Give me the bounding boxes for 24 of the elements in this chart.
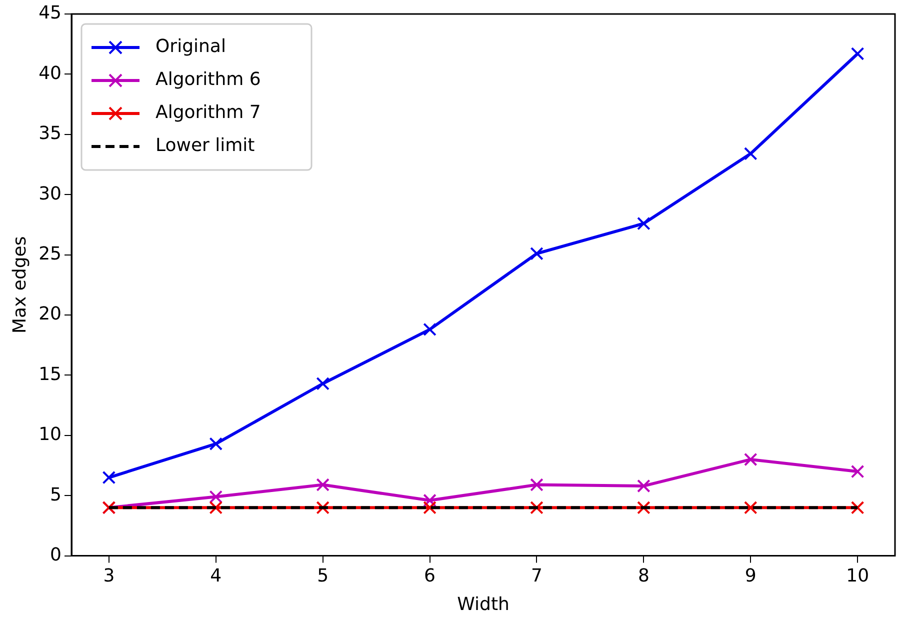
x-tick-label: 3 xyxy=(103,565,115,586)
y-tick-label: 45 xyxy=(38,2,62,24)
y-tick-label: 5 xyxy=(50,484,62,506)
y-tick-label: 25 xyxy=(38,243,62,264)
x-axis-title: Width xyxy=(457,594,510,615)
x-tick-label: 10 xyxy=(846,565,870,586)
y-tick-label: 35 xyxy=(38,123,62,144)
x-tick-label: 5 xyxy=(317,565,329,586)
legend-label: Lower limit xyxy=(156,135,255,156)
legend-label: Original xyxy=(156,36,226,58)
x-tick-label: 6 xyxy=(424,565,436,586)
x-tick-label: 8 xyxy=(638,565,650,586)
y-tick-label: 15 xyxy=(38,364,62,385)
y-tick-label: 10 xyxy=(38,424,62,446)
y-tick-label: 30 xyxy=(38,183,62,204)
y-tick-label: 40 xyxy=(38,62,62,84)
y-axis-title: Max edges xyxy=(9,236,30,334)
y-tick-label: 0 xyxy=(50,544,62,566)
y-tick-label: 20 xyxy=(38,304,62,325)
x-tick-label: 9 xyxy=(744,565,756,586)
legend-label: Algorithm 7 xyxy=(156,102,261,124)
legend-label: Algorithm 6 xyxy=(156,69,261,90)
x-tick-label: 7 xyxy=(531,565,542,586)
x-tick-label: 4 xyxy=(210,565,222,586)
